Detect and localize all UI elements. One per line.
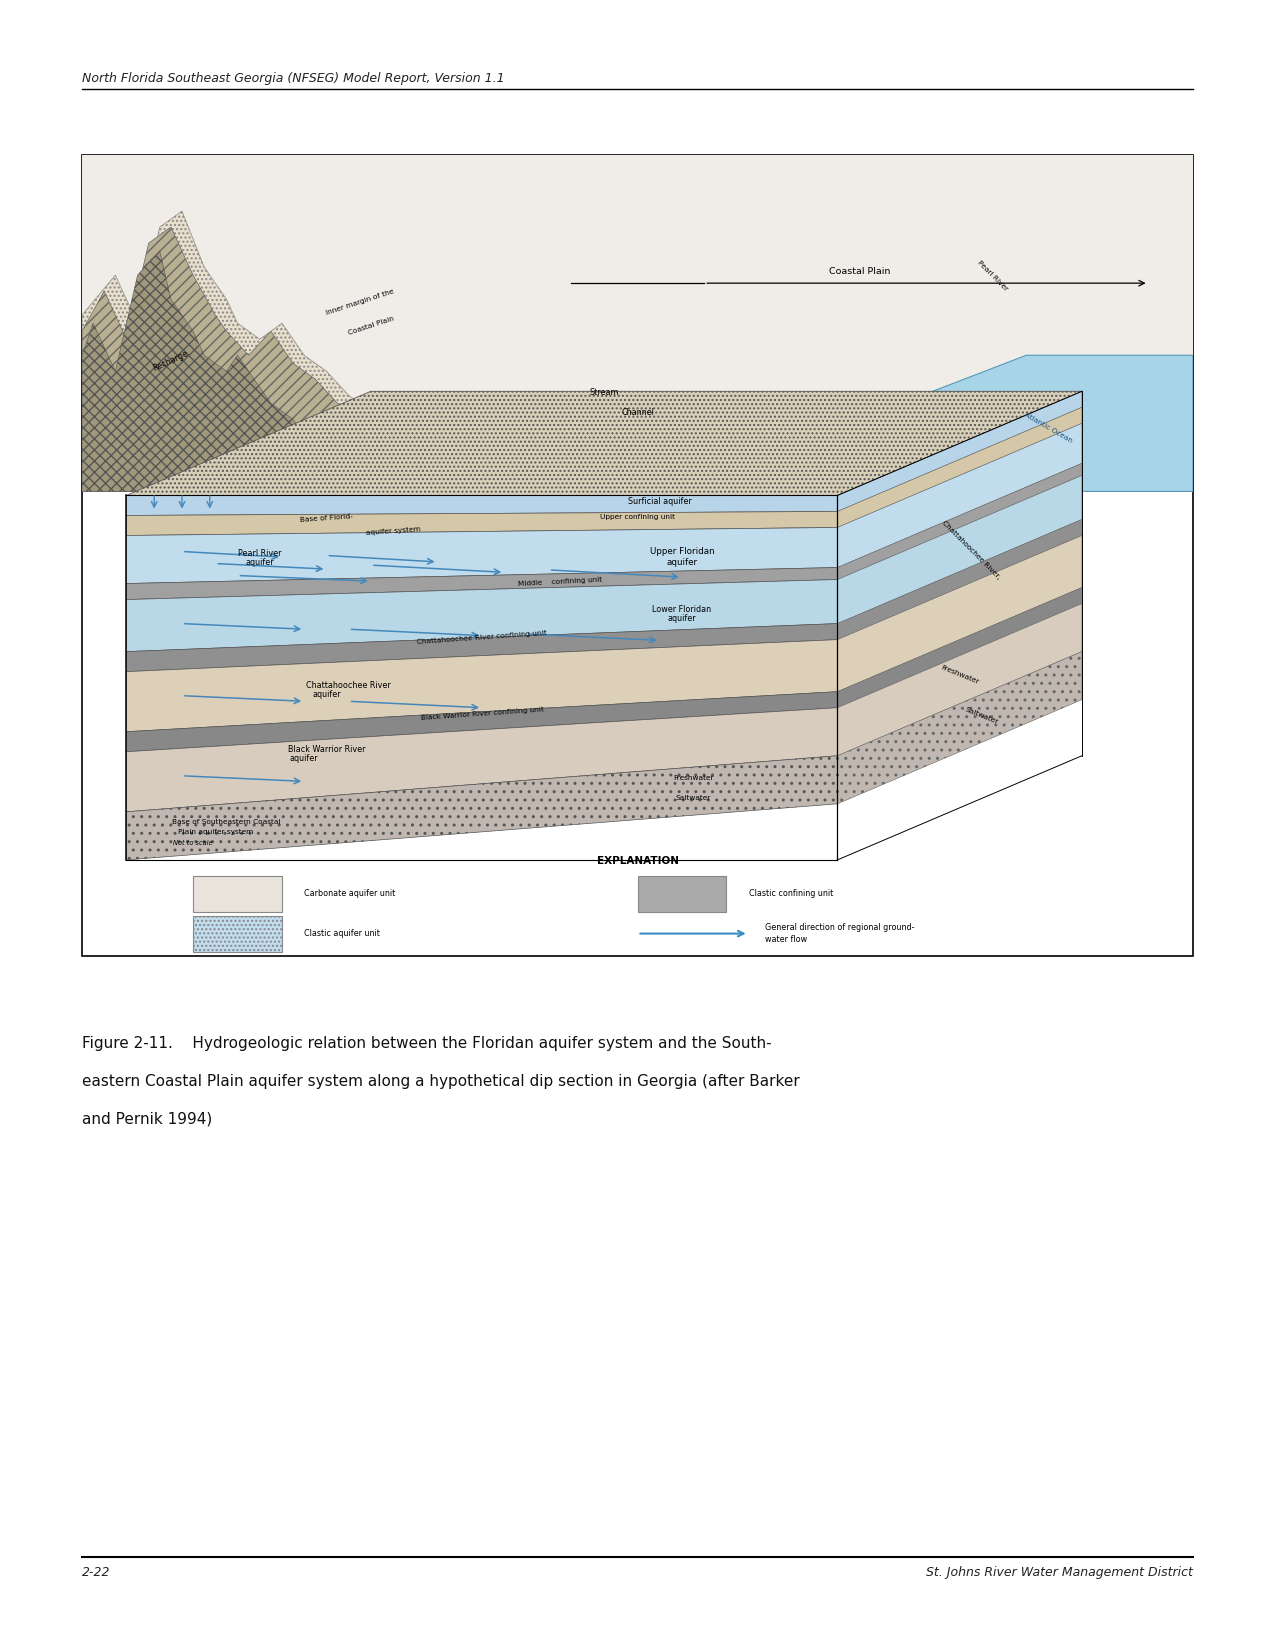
Text: Atlantic Ocean: Atlantic Ocean	[1024, 413, 1074, 444]
Polygon shape	[126, 639, 838, 731]
Text: Stream: Stream	[589, 388, 618, 398]
Polygon shape	[126, 527, 838, 583]
Polygon shape	[82, 228, 548, 492]
Polygon shape	[82, 155, 1193, 492]
Text: aquifer: aquifer	[667, 558, 697, 566]
Polygon shape	[126, 624, 838, 672]
Text: Surficial aquifer: Surficial aquifer	[627, 497, 691, 507]
Text: Pearl River: Pearl River	[238, 548, 282, 558]
Text: Chattahoochee River: Chattahoochee River	[306, 680, 391, 690]
Text: Pearl River: Pearl River	[977, 259, 1010, 292]
Polygon shape	[126, 391, 1082, 495]
Polygon shape	[838, 423, 1082, 568]
Polygon shape	[838, 535, 1082, 692]
Polygon shape	[838, 588, 1082, 708]
Text: Figure 2-11.    Hydrogeologic relation between the Floridan aquifer system and t: Figure 2-11. Hydrogeologic relation betw…	[82, 1035, 771, 1052]
Text: Base of Florid-: Base of Florid-	[300, 513, 353, 523]
Polygon shape	[126, 756, 838, 860]
Polygon shape	[126, 708, 838, 812]
Text: aquifer: aquifer	[246, 558, 274, 566]
Text: North Florida Southeast Georgia (NFSEG) Model Report, Version 1.1: North Florida Southeast Georgia (NFSEG) …	[82, 73, 505, 84]
Text: 2-22: 2-22	[82, 1567, 111, 1578]
Text: Freshwater: Freshwater	[673, 774, 713, 781]
Text: Inner margin of the: Inner margin of the	[325, 289, 394, 317]
Text: Upper confining unit: Upper confining unit	[601, 515, 674, 520]
Polygon shape	[838, 604, 1082, 756]
Text: and Pernik 1994): and Pernik 1994)	[82, 1113, 212, 1128]
Bar	[193, 916, 282, 953]
Text: Upper Floridan: Upper Floridan	[650, 546, 714, 556]
Polygon shape	[859, 355, 1193, 492]
Polygon shape	[126, 512, 838, 535]
Text: Clastic aquifer unit: Clastic aquifer unit	[305, 930, 380, 938]
Text: aquifer system: aquifer system	[366, 527, 421, 537]
Text: Not to scale: Not to scale	[173, 840, 213, 847]
Text: Channel: Channel	[621, 408, 654, 418]
Polygon shape	[838, 391, 1082, 512]
Text: Carbonate aquifer unit: Carbonate aquifer unit	[305, 888, 395, 898]
Polygon shape	[126, 580, 838, 652]
Bar	[638, 877, 727, 911]
Bar	[82, 155, 1193, 956]
Text: water flow: water flow	[765, 936, 807, 944]
Polygon shape	[838, 464, 1082, 580]
Text: General direction of regional ground-: General direction of regional ground-	[765, 923, 914, 933]
Polygon shape	[838, 652, 1082, 804]
Text: aquifer: aquifer	[289, 755, 319, 763]
Text: Plain aquifer system: Plain aquifer system	[177, 829, 252, 835]
Bar	[193, 877, 282, 911]
Polygon shape	[838, 520, 1082, 639]
Text: Saltwater: Saltwater	[964, 707, 1000, 725]
Text: Freshwater: Freshwater	[940, 664, 979, 685]
Text: Lower Floridan: Lower Floridan	[653, 604, 711, 614]
Text: Chattahoochee River confining unit: Chattahoochee River confining unit	[417, 629, 547, 644]
Text: Black Warrior River: Black Warrior River	[288, 745, 365, 755]
Polygon shape	[126, 692, 838, 751]
Text: Base of Southeastern Coastal: Base of Southeastern Coastal	[172, 819, 280, 826]
Text: EXPLANATION: EXPLANATION	[597, 855, 678, 865]
Polygon shape	[82, 211, 1193, 492]
Text: aquifer: aquifer	[312, 690, 340, 700]
Text: eastern Coastal Plain aquifer system along a hypothetical dip section in Georgia: eastern Coastal Plain aquifer system alo…	[82, 1075, 799, 1090]
Polygon shape	[82, 251, 326, 492]
Text: St. Johns River Water Management District: St. Johns River Water Management Distric…	[926, 1567, 1193, 1578]
Polygon shape	[838, 408, 1082, 527]
Polygon shape	[126, 568, 838, 599]
Text: Coastal Plain: Coastal Plain	[829, 266, 890, 276]
Text: Chattahoochee River,: Chattahoochee River,	[941, 520, 1001, 581]
Text: Middle    confining unit: Middle confining unit	[518, 576, 602, 588]
Text: Coastal Plain: Coastal Plain	[347, 315, 394, 337]
Text: aquifer: aquifer	[668, 614, 696, 622]
Text: Clastic confining unit: Clastic confining unit	[748, 888, 833, 898]
Text: Recharge: Recharge	[152, 348, 190, 373]
Polygon shape	[126, 495, 838, 515]
Text: Saltwater: Saltwater	[676, 794, 710, 801]
Text: Black Warrior River confining unit: Black Warrior River confining unit	[419, 707, 544, 721]
Polygon shape	[838, 475, 1082, 624]
